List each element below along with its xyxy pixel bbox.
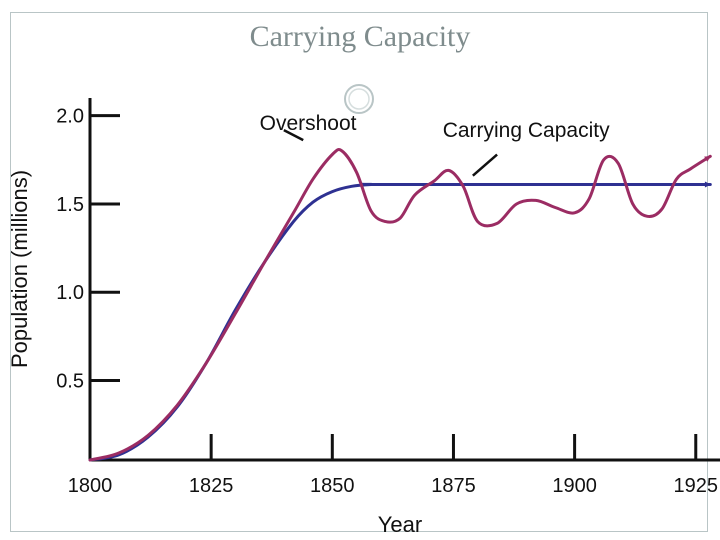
x-tick-label: 1925: [674, 475, 719, 497]
circle-ornament-icon: [344, 84, 374, 114]
carrying-capacity-annotation: Carrying Capacity: [443, 119, 610, 142]
x-tick-label: 1850: [310, 475, 355, 497]
slide-title: Carrying Capacity: [249, 20, 471, 53]
slide-frame: [10, 12, 708, 532]
x-axis-label: Year: [378, 512, 422, 537]
carrying-capacity-pointer: [472, 153, 498, 177]
x-tick-label: 1875: [431, 475, 476, 497]
y-tick-label: 1.0: [56, 282, 84, 304]
overshoot-pointer: [283, 129, 304, 142]
y-tick-label: 0.5: [56, 371, 84, 393]
population-line: [88, 148, 712, 462]
y-tick-label: 1.5: [56, 194, 84, 216]
x-tick-label: 1825: [189, 475, 234, 497]
y-tick-label: 2.0: [56, 106, 84, 128]
overshoot-annotation: Overshoot: [260, 112, 357, 135]
x-tick-label: 1800: [68, 475, 113, 497]
x-tick-label: 1900: [552, 475, 597, 497]
carrying-capacity-line: [88, 181, 712, 462]
y-axis-label: Population (millions): [7, 170, 32, 368]
